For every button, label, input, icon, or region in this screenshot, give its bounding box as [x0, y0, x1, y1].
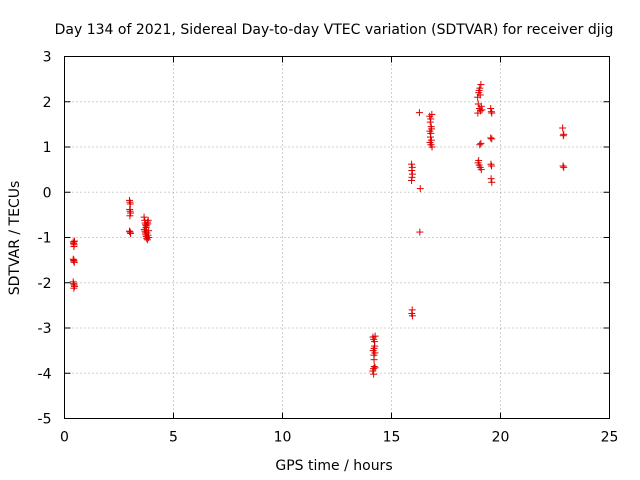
data-point	[477, 81, 485, 89]
x-tick-label: 5	[169, 430, 178, 446]
x-tick-label: 15	[383, 430, 401, 446]
x-axis-label: GPS time / hours	[275, 458, 392, 474]
data-point	[408, 176, 416, 184]
data-point	[408, 167, 416, 175]
data-point	[127, 229, 135, 237]
plot-frame	[64, 56, 610, 419]
data-point	[71, 282, 79, 290]
y-tick-label: 1	[43, 140, 52, 156]
data-point	[371, 332, 379, 340]
gridlines	[64, 56, 610, 419]
data-point	[126, 212, 134, 220]
data-point	[144, 234, 152, 241]
data-point	[477, 102, 485, 110]
data-point	[144, 218, 152, 226]
x-tick-labels: 0 5 10 15 20 25	[60, 430, 618, 446]
data-point	[559, 124, 567, 132]
chart-title: Day 134 of 2021, Sidereal Day-to-day VTE…	[55, 22, 614, 38]
y-tick-labels: 3 2 1 0 -1 -2 -3 -4 -5	[38, 50, 52, 428]
y-tick-label: -5	[38, 412, 52, 428]
x-tick-label: 20	[492, 430, 510, 446]
data-point	[144, 216, 152, 224]
data-point	[487, 134, 495, 142]
data-point	[70, 284, 78, 292]
data-point	[415, 109, 423, 117]
data-point	[408, 312, 416, 320]
data-point	[428, 110, 436, 118]
data-point	[476, 141, 484, 149]
data-point	[475, 86, 483, 94]
y-axis-label: SDTVAR / TECUs	[7, 181, 23, 296]
data-point	[140, 213, 148, 221]
data-point	[427, 129, 435, 137]
data-point	[487, 175, 495, 183]
y-tick-label: -4	[38, 366, 52, 382]
y-tick-label: -3	[38, 321, 52, 337]
data-point	[70, 243, 78, 251]
x-tick-label: 0	[60, 430, 69, 446]
data-point	[477, 139, 485, 147]
data-point	[477, 166, 485, 174]
data-point	[559, 132, 567, 140]
data-point	[428, 125, 436, 133]
data-point	[560, 163, 568, 171]
data-point	[476, 91, 484, 99]
data-point	[70, 256, 78, 264]
y-tick-label: -2	[38, 276, 52, 292]
x-tick-label: 10	[274, 430, 292, 446]
data-point	[126, 200, 134, 208]
data-point	[370, 370, 378, 378]
data-point	[408, 160, 416, 168]
data-point	[71, 237, 79, 245]
data-point	[426, 118, 434, 126]
y-tick-label: -1	[38, 231, 52, 247]
data-point	[371, 342, 379, 350]
data-point	[488, 109, 496, 117]
data-point	[142, 222, 150, 230]
data-point	[559, 162, 567, 170]
data-point	[370, 356, 378, 364]
data-point	[488, 162, 496, 170]
data-point	[487, 105, 495, 113]
x-tick-label: 25	[601, 430, 619, 446]
data-point	[474, 109, 482, 117]
y-tick-label: 2	[43, 95, 52, 111]
data-point	[416, 185, 424, 193]
data-point	[488, 178, 496, 186]
y-tick-label: 0	[43, 185, 52, 201]
data-point	[475, 157, 483, 165]
data-points	[69, 81, 568, 378]
data-point	[428, 143, 436, 151]
data-point	[488, 135, 496, 143]
data-point	[140, 225, 148, 233]
data-point	[369, 367, 377, 375]
data-point	[478, 106, 486, 114]
data-point	[487, 160, 495, 168]
y-tick-label: 3	[43, 50, 52, 66]
data-point	[416, 228, 424, 236]
